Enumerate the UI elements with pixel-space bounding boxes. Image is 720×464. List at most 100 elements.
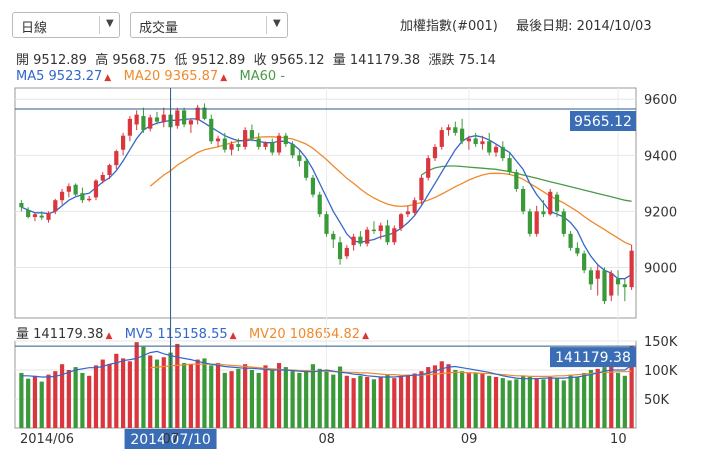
volume-bar xyxy=(317,368,322,428)
candle-up xyxy=(114,151,119,166)
candle-down xyxy=(460,128,465,142)
last-date-label: 最後日期: xyxy=(516,19,573,34)
volume-bar xyxy=(588,370,594,428)
candle-up xyxy=(405,211,410,215)
volume-bar xyxy=(541,379,546,428)
volume-bar xyxy=(283,367,288,428)
candle-down xyxy=(202,107,207,119)
candle-down xyxy=(337,242,343,260)
candle-down xyxy=(270,142,275,153)
date-cursor-tag-box xyxy=(124,429,217,449)
volume-bar xyxy=(344,375,349,428)
candle-down xyxy=(39,215,44,218)
volume-bar xyxy=(154,359,160,428)
ma60-label: MA60 xyxy=(239,69,277,84)
volume-bar xyxy=(446,364,451,428)
candle-down xyxy=(527,211,533,234)
candle-down xyxy=(615,278,621,285)
volume-bar xyxy=(615,372,621,428)
candle-down xyxy=(324,214,329,234)
volume-bar xyxy=(378,376,383,428)
candle-up xyxy=(188,120,193,125)
candle-up xyxy=(46,212,51,220)
up-triangle-icon: ▲ xyxy=(220,73,228,83)
candle-up xyxy=(175,110,180,126)
candle-up xyxy=(493,146,499,153)
candle-up xyxy=(439,130,444,147)
candle-up xyxy=(263,142,268,147)
candle-down xyxy=(622,284,627,288)
volume-bar xyxy=(487,375,492,428)
volume-bar xyxy=(439,361,444,428)
volume-bar xyxy=(100,359,105,428)
candle-up xyxy=(412,200,417,213)
volume-cursor-tag-box xyxy=(550,347,636,368)
volume-bar xyxy=(46,374,51,428)
volume-bar xyxy=(114,353,119,428)
volume-bar xyxy=(236,368,241,428)
volume-bar xyxy=(80,372,85,428)
volume-bar xyxy=(405,374,410,428)
candle-up xyxy=(609,273,614,296)
last-date: 2014/10/03 xyxy=(576,19,652,34)
candle-down xyxy=(304,160,309,178)
candle-down xyxy=(290,144,295,156)
volume-bar xyxy=(32,375,38,428)
volume-bar xyxy=(19,372,24,428)
volume-bar xyxy=(392,378,397,428)
indicator-select[interactable]: 成交量 ▼ xyxy=(130,12,288,38)
volume-bar xyxy=(276,363,282,428)
candle-up xyxy=(426,158,431,178)
volume-bar xyxy=(527,376,533,428)
volume-info-row: 量 141179.38 ▲ MV5 115158.55 ▲ MV20 108654.… xyxy=(16,323,369,342)
volume-bar xyxy=(229,371,234,428)
mv5-value: 115158.55 xyxy=(157,327,228,342)
volume-bar xyxy=(182,363,187,428)
candle-up xyxy=(243,130,248,147)
volume-bar xyxy=(263,365,268,428)
candle-up xyxy=(148,117,153,129)
volume-bar xyxy=(561,380,566,428)
candle-down xyxy=(222,138,227,150)
volume-tick-label: 150K xyxy=(644,335,678,350)
price-cursor-tag: 9565.12 xyxy=(574,114,632,130)
volume-bar xyxy=(195,359,200,428)
price-tick-label: 9400 xyxy=(644,149,677,164)
price-cursor-tag-box xyxy=(570,111,636,132)
x-tick-label: 08 xyxy=(319,432,336,447)
volume-bar xyxy=(134,342,139,428)
mv20-value: 108654.82 xyxy=(289,327,361,342)
volume-bar xyxy=(297,372,302,428)
candle-up xyxy=(93,180,99,198)
candle-up xyxy=(127,118,132,136)
candle-down xyxy=(541,211,546,215)
volume-bar xyxy=(398,375,404,428)
candle-up xyxy=(276,135,282,153)
volume-bar xyxy=(175,343,180,428)
volume-bar xyxy=(432,365,438,428)
candle-down xyxy=(371,229,377,232)
volume-tick-label: 50K xyxy=(644,393,670,408)
period-select[interactable]: 日線 ▼ xyxy=(12,12,120,38)
candle-down xyxy=(73,184,78,195)
candle-down xyxy=(385,225,390,243)
high-value: 9568.75 xyxy=(112,53,167,68)
volume-bar xyxy=(351,378,356,428)
candle-up xyxy=(107,165,112,175)
candle-down xyxy=(19,203,24,208)
change-label: 漲跌 xyxy=(428,53,455,68)
volume-bar xyxy=(222,372,227,428)
candle-down xyxy=(582,253,587,271)
candle-down xyxy=(297,155,302,161)
candle-down xyxy=(317,194,322,215)
x-tick-label: 09 xyxy=(461,432,478,447)
ma20-value: 9365.87 xyxy=(164,69,219,84)
ma60-value: - xyxy=(280,69,286,84)
price-tick-label: 9000 xyxy=(644,262,677,277)
volume-bar xyxy=(609,364,614,428)
candle-up xyxy=(344,247,349,257)
volume-bar xyxy=(385,374,390,428)
candle-down xyxy=(331,233,336,240)
volume-bar xyxy=(554,378,560,428)
